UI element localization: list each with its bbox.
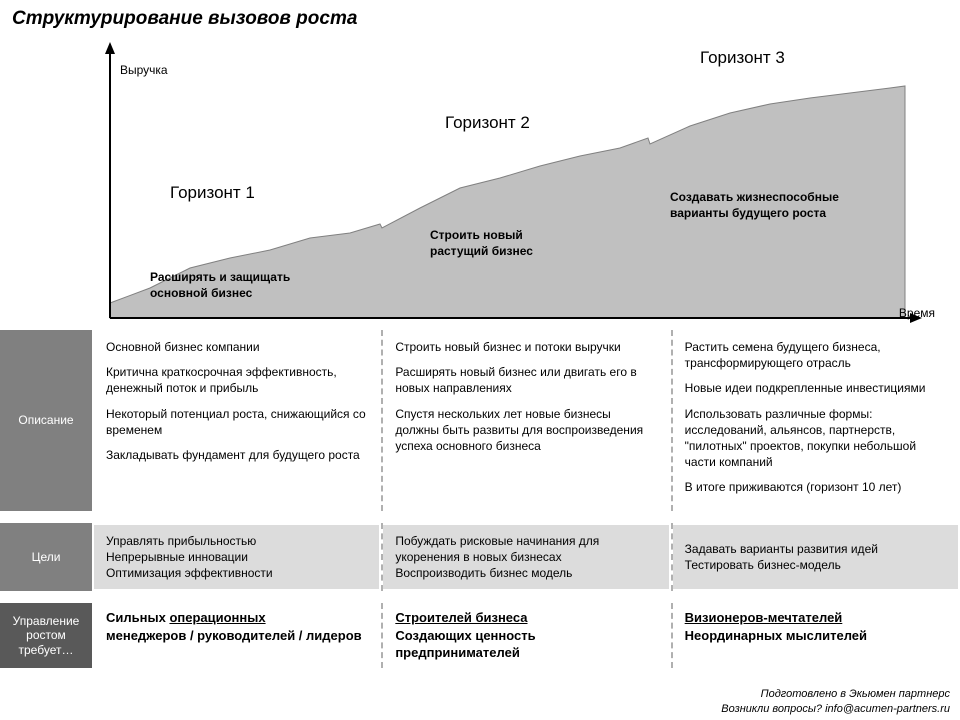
growth-chart: Выручка Время Горизонт 1 Расширять и защ… — [90, 38, 930, 328]
desc-item: Использовать различные формы: исследован… — [685, 406, 946, 471]
horizon-1-label: Горизонт 1 — [170, 183, 255, 203]
desc-item: Новые идеи подкрепленные инвестициями — [685, 380, 946, 396]
horizon-3-desc: Создавать жизнеспособные варианты будуще… — [670, 190, 890, 221]
horizon-1-desc: Расширять и защищать основной бизнес — [150, 270, 350, 301]
horizon-2-desc: Строить новый растущий бизнес — [430, 228, 580, 259]
management-content: Сильных операционных менеджеров / руково… — [92, 603, 960, 668]
goals-col-2: Побуждать рисковые начинания для укорене… — [383, 525, 668, 590]
footer-line-2: Возникли вопросы? info@acumen-partners.r… — [721, 702, 950, 716]
row-goals: Цели Управлять прибыльностьюНепрерывные … — [0, 523, 960, 592]
goals-line: Задавать варианты развития идей — [685, 541, 946, 557]
desc-col-1: Основной бизнес компании Критична краткос… — [92, 330, 381, 511]
row-management: Управление ростом требует… Сильных опера… — [0, 603, 960, 668]
goals-col-3: Задавать варианты развития идейТестирова… — [673, 525, 958, 590]
mgmt-col-1: Сильных операционных менеджеров / руково… — [92, 603, 381, 668]
desc-item: Критична краткосрочная эффективность, де… — [106, 364, 367, 396]
goals-col-1: Управлять прибыльностьюНепрерывные иннов… — [94, 525, 379, 590]
desc-col-2: Строить новый бизнес и потоки выручки Рас… — [381, 330, 670, 511]
desc-item: Основной бизнес компании — [106, 339, 367, 355]
horizon-3-label: Горизонт 3 — [700, 48, 785, 68]
desc-item: Спустя нескольких лет новые бизнесы долж… — [395, 406, 656, 455]
goals-line: Побуждать рисковые начинания для укорене… — [395, 533, 656, 565]
goals-line: Непрерывные инновации — [106, 549, 367, 565]
row-label-management: Управление ростом требует… — [0, 603, 92, 668]
horizon-2-label: Горизонт 2 — [445, 113, 530, 133]
desc-col-3: Растить семена будущего бизнеса, трансфо… — [671, 330, 960, 511]
desc-item: Некоторый потенциал роста, снижающийся с… — [106, 406, 367, 438]
y-axis-label: Выручка — [120, 63, 168, 77]
footer: Подготовлено в Экьюмен партнерс Возникли… — [721, 687, 950, 716]
row-description: Описание Основной бизнес компании Критичн… — [0, 330, 960, 511]
description-content: Основной бизнес компании Критична краткос… — [92, 330, 960, 511]
x-axis-label: Время — [899, 306, 935, 320]
mgmt-col-2: Строителей бизнесаСоздающих ценность пре… — [381, 603, 670, 668]
row-label-description: Описание — [0, 330, 92, 511]
goals-line: Тестировать бизнес-модель — [685, 557, 946, 573]
goals-content: Управлять прибыльностьюНепрерывные иннов… — [92, 523, 960, 592]
footer-line-1: Подготовлено в Экьюмен партнерс — [721, 687, 950, 701]
goals-line: Управлять прибыльностью — [106, 533, 367, 549]
page-title: Структурирование вызовов роста — [0, 0, 960, 38]
desc-item: Растить семена будущего бизнеса, трансфо… — [685, 339, 946, 371]
row-label-goals: Цели — [0, 523, 92, 592]
desc-item: В итоге приживаются (горизонт 10 лет) — [685, 479, 946, 495]
desc-item: Строить новый бизнес и потоки выручки — [395, 339, 656, 355]
desc-item: Закладывать фундамент для будущего роста — [106, 447, 367, 463]
desc-item: Расширять новый бизнес или двигать его в… — [395, 364, 656, 396]
mgmt-col-3: Визионеров-мечтателейНеординарных мыслит… — [671, 603, 960, 668]
goals-line: Оптимизация эффективности — [106, 565, 367, 581]
table-area: Описание Основной бизнес компании Критичн… — [0, 330, 960, 668]
goals-line: Воспроизводить бизнес модель — [395, 565, 656, 581]
